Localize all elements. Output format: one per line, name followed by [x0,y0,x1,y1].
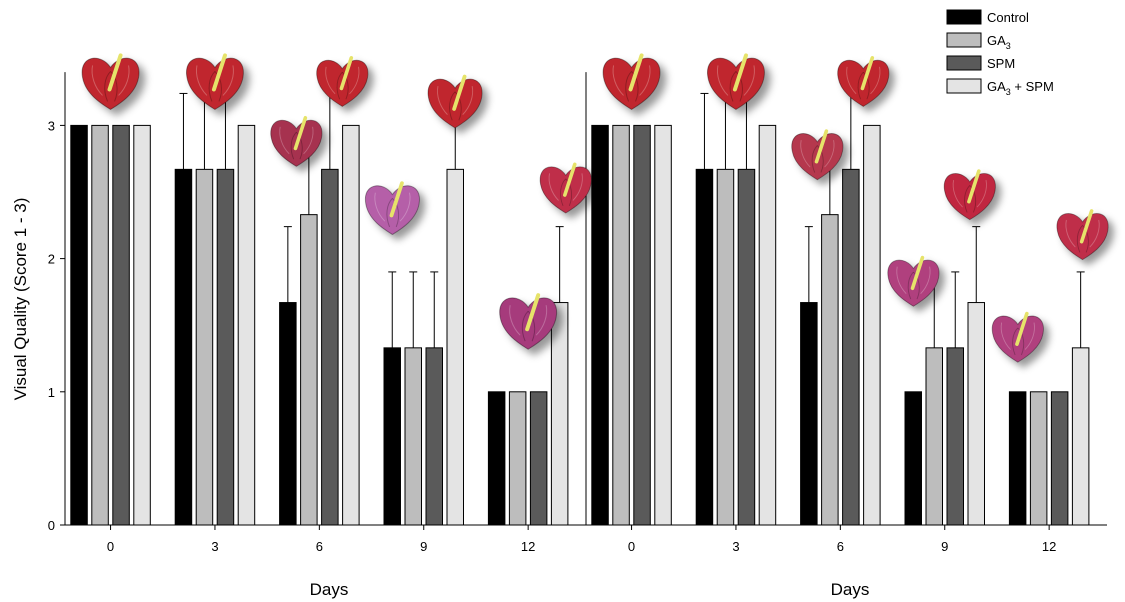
bar-spm [737,168,756,526]
anthurium-flower-image [186,53,244,111]
x-tick-label: 6 [316,539,323,554]
bar-spm [529,391,548,526]
bar-ga3-spm [1071,347,1090,526]
y-tick-label: 0 [48,518,55,533]
x-axis-title: Days [831,580,870,599]
chart-panels: 0 3 6 9 12 Days 0 3 6 9 12 Days [65,72,1107,599]
anthurium-flower-image [991,311,1044,363]
anthurium-flower-image [427,74,483,129]
y-tick-label: 2 [48,252,55,267]
bar-control [904,391,922,526]
bar-ga3-spm [446,168,464,526]
y-tick-label: 3 [48,118,55,133]
bar-ga3-spm [863,124,881,526]
bar-control [70,124,88,526]
x-tick-label: 12 [1042,539,1056,554]
bar-control [591,124,609,526]
legend-swatch [946,32,982,48]
x-tick-label: 6 [837,539,844,554]
anthurium-flower-image [365,181,420,236]
bar-ga3 [821,214,839,526]
bar-control [695,168,714,526]
bar-spm [633,124,651,526]
bar-ga3 [195,168,214,526]
bar-control [1008,391,1027,526]
legend-swatch [946,55,982,71]
bar-ga3 [300,214,318,526]
bar-ga3-spm [342,124,360,526]
anthurium-flower-image [539,162,592,214]
bar-ga3 [612,124,630,526]
bar-control [487,391,506,526]
bar-control [279,302,297,526]
anthurium-flower-image [791,129,844,181]
x-tick-label: 3 [211,539,218,554]
legend-label: GA3 + SPM [987,79,1054,97]
bar-spm [946,347,964,526]
bar-ga3 [1029,391,1048,526]
anthurium-flower-image [81,53,140,111]
x-tick-label: 0 [628,539,635,554]
x-tick-label: 9 [420,539,427,554]
bar-ga3-spm [133,124,151,526]
bar-ga3-spm [550,302,569,526]
legend-label: Control [987,10,1029,25]
anthurium-flower-image [837,56,890,107]
chart-panel: 0 3 6 9 12 Days [585,72,1107,599]
x-tick-label: 12 [521,539,535,554]
legend-swatch [946,9,982,25]
bar-spm [1050,391,1069,526]
chart-panel: 0 3 6 9 12 Days [65,92,586,599]
legend-swatch [946,78,982,94]
bar-spm [321,168,339,526]
anthurium-flower-image [270,115,323,167]
y-axis: 0 1 2 3 [48,72,66,533]
bar-control [383,347,401,526]
x-tick-label: 0 [107,539,114,554]
anthurium-flower-image [707,53,765,111]
legend-label: GA3 [987,33,1011,51]
bar-spm [842,168,860,526]
bar-ga3-spm [758,124,777,526]
x-tick-label: 9 [941,539,948,554]
bar-control [174,168,193,526]
bar-ga3 [925,347,943,526]
anthurium-flower-image [602,53,661,111]
y-axis-title: Visual Quality (Score 1 - 3) [11,198,30,401]
bar-ga3-spm [237,124,256,526]
bar-spm [216,168,235,526]
bar-ga3-spm [967,302,985,526]
anthurium-flower-image [943,169,996,221]
bar-spm [425,347,443,526]
anthurium-flower-image [499,293,558,350]
y-tick-label: 1 [48,385,55,400]
anthurium-flower-image [887,255,940,307]
bar-control [800,302,818,526]
legend: Control GA3 SPM GA3 + SPM [946,9,1054,97]
anthurium-flower-image [1056,209,1109,261]
bar-spm [112,124,130,526]
bar-ga3 [404,347,422,526]
anthurium-flower-image [316,56,369,107]
legend-label: SPM [987,56,1015,71]
bar-ga3 [716,168,735,526]
bar-ga3-spm [654,124,672,526]
bar-ga3 [508,391,527,526]
bar-ga3 [91,124,109,526]
flower-images [81,53,1109,363]
x-axis-title: Days [310,580,349,599]
x-tick-label: 3 [732,539,739,554]
